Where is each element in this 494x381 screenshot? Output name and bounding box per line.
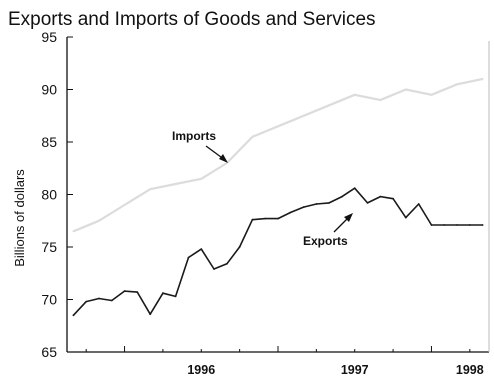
exports-data-point (264, 217, 267, 220)
x-tick-label: 1996 (187, 363, 215, 377)
exports-data-point (136, 291, 139, 293)
exports-data-point (404, 216, 407, 219)
imports-data-point (72, 230, 75, 233)
exports-data-point (251, 218, 254, 221)
exports-data-point (277, 217, 279, 220)
exports-annotation: Exports (303, 234, 348, 248)
imports-data-point (149, 188, 152, 191)
exports-data-point (85, 300, 88, 303)
imports-data-point (456, 83, 458, 86)
x-tick-label: 1998 (456, 363, 484, 377)
exports-data-point (315, 203, 318, 205)
series-layer (72, 77, 484, 317)
exports-data-point (302, 206, 305, 209)
y-tick-label: 80 (41, 187, 57, 203)
imports-data-point (123, 204, 126, 206)
chart-title: Exports and Imports of Goods and Service… (8, 9, 376, 30)
y-tick-label: 95 (41, 29, 57, 45)
x-tick-label: 1997 (341, 363, 369, 377)
y-axis-label: Billions of dollars (12, 169, 27, 267)
imports-data-point (251, 135, 254, 138)
exports-data-point (417, 203, 420, 205)
exports-data-point (392, 197, 394, 200)
exports-data-point (213, 268, 215, 270)
exports-series-line (72, 187, 483, 316)
y-tick-label: 85 (41, 134, 57, 150)
y-tick-label: 90 (41, 82, 57, 98)
exports-data-point (238, 246, 241, 248)
imports-annotation: Imports (172, 129, 216, 143)
imports-data-point (200, 177, 203, 180)
imports-data-point (98, 219, 100, 222)
y-tick-label: 65 (41, 344, 57, 360)
imports-data-point (302, 114, 305, 117)
annotation-layer: Imports Exports (172, 129, 353, 248)
exports-data-point (430, 224, 433, 226)
exports-data-point (468, 224, 471, 226)
imports-data-point (404, 88, 407, 91)
exports-data-point (98, 297, 100, 300)
exports-data-point (162, 292, 164, 295)
imports-data-point (353, 93, 356, 96)
exports-data-point (226, 262, 228, 265)
imports-data-point (328, 104, 330, 107)
exports-data-point (123, 290, 126, 292)
exports-arrow-head (344, 213, 353, 222)
exports-data-point (353, 187, 356, 190)
imports-arrow-head (219, 154, 228, 163)
exports-data-point (72, 314, 75, 317)
exports-data-point (481, 224, 484, 226)
exports-data-point (443, 224, 446, 226)
imports-data-point (379, 99, 382, 101)
imports-data-point (277, 125, 279, 128)
exports-data-point (174, 295, 177, 298)
exports-data-point (149, 313, 152, 316)
exports-data-point (379, 195, 382, 198)
exports-data-point (366, 202, 369, 204)
exports-data-point (289, 211, 292, 214)
imports-data-point (481, 78, 484, 80)
imports-data-point (430, 93, 433, 96)
y-tick-label: 70 (41, 292, 57, 308)
exports-data-point (187, 256, 190, 259)
exports-data-point (110, 299, 113, 302)
exports-data-point (328, 202, 330, 204)
exports-data-point (456, 224, 458, 226)
plot-area: 65 70 75 80 85 90 95 1996 1997 1998 (41, 29, 490, 377)
exports-data-point (200, 248, 203, 251)
imports-data-point (174, 183, 177, 185)
exports-data-point (341, 195, 343, 198)
y-tick-label: 75 (41, 239, 57, 255)
